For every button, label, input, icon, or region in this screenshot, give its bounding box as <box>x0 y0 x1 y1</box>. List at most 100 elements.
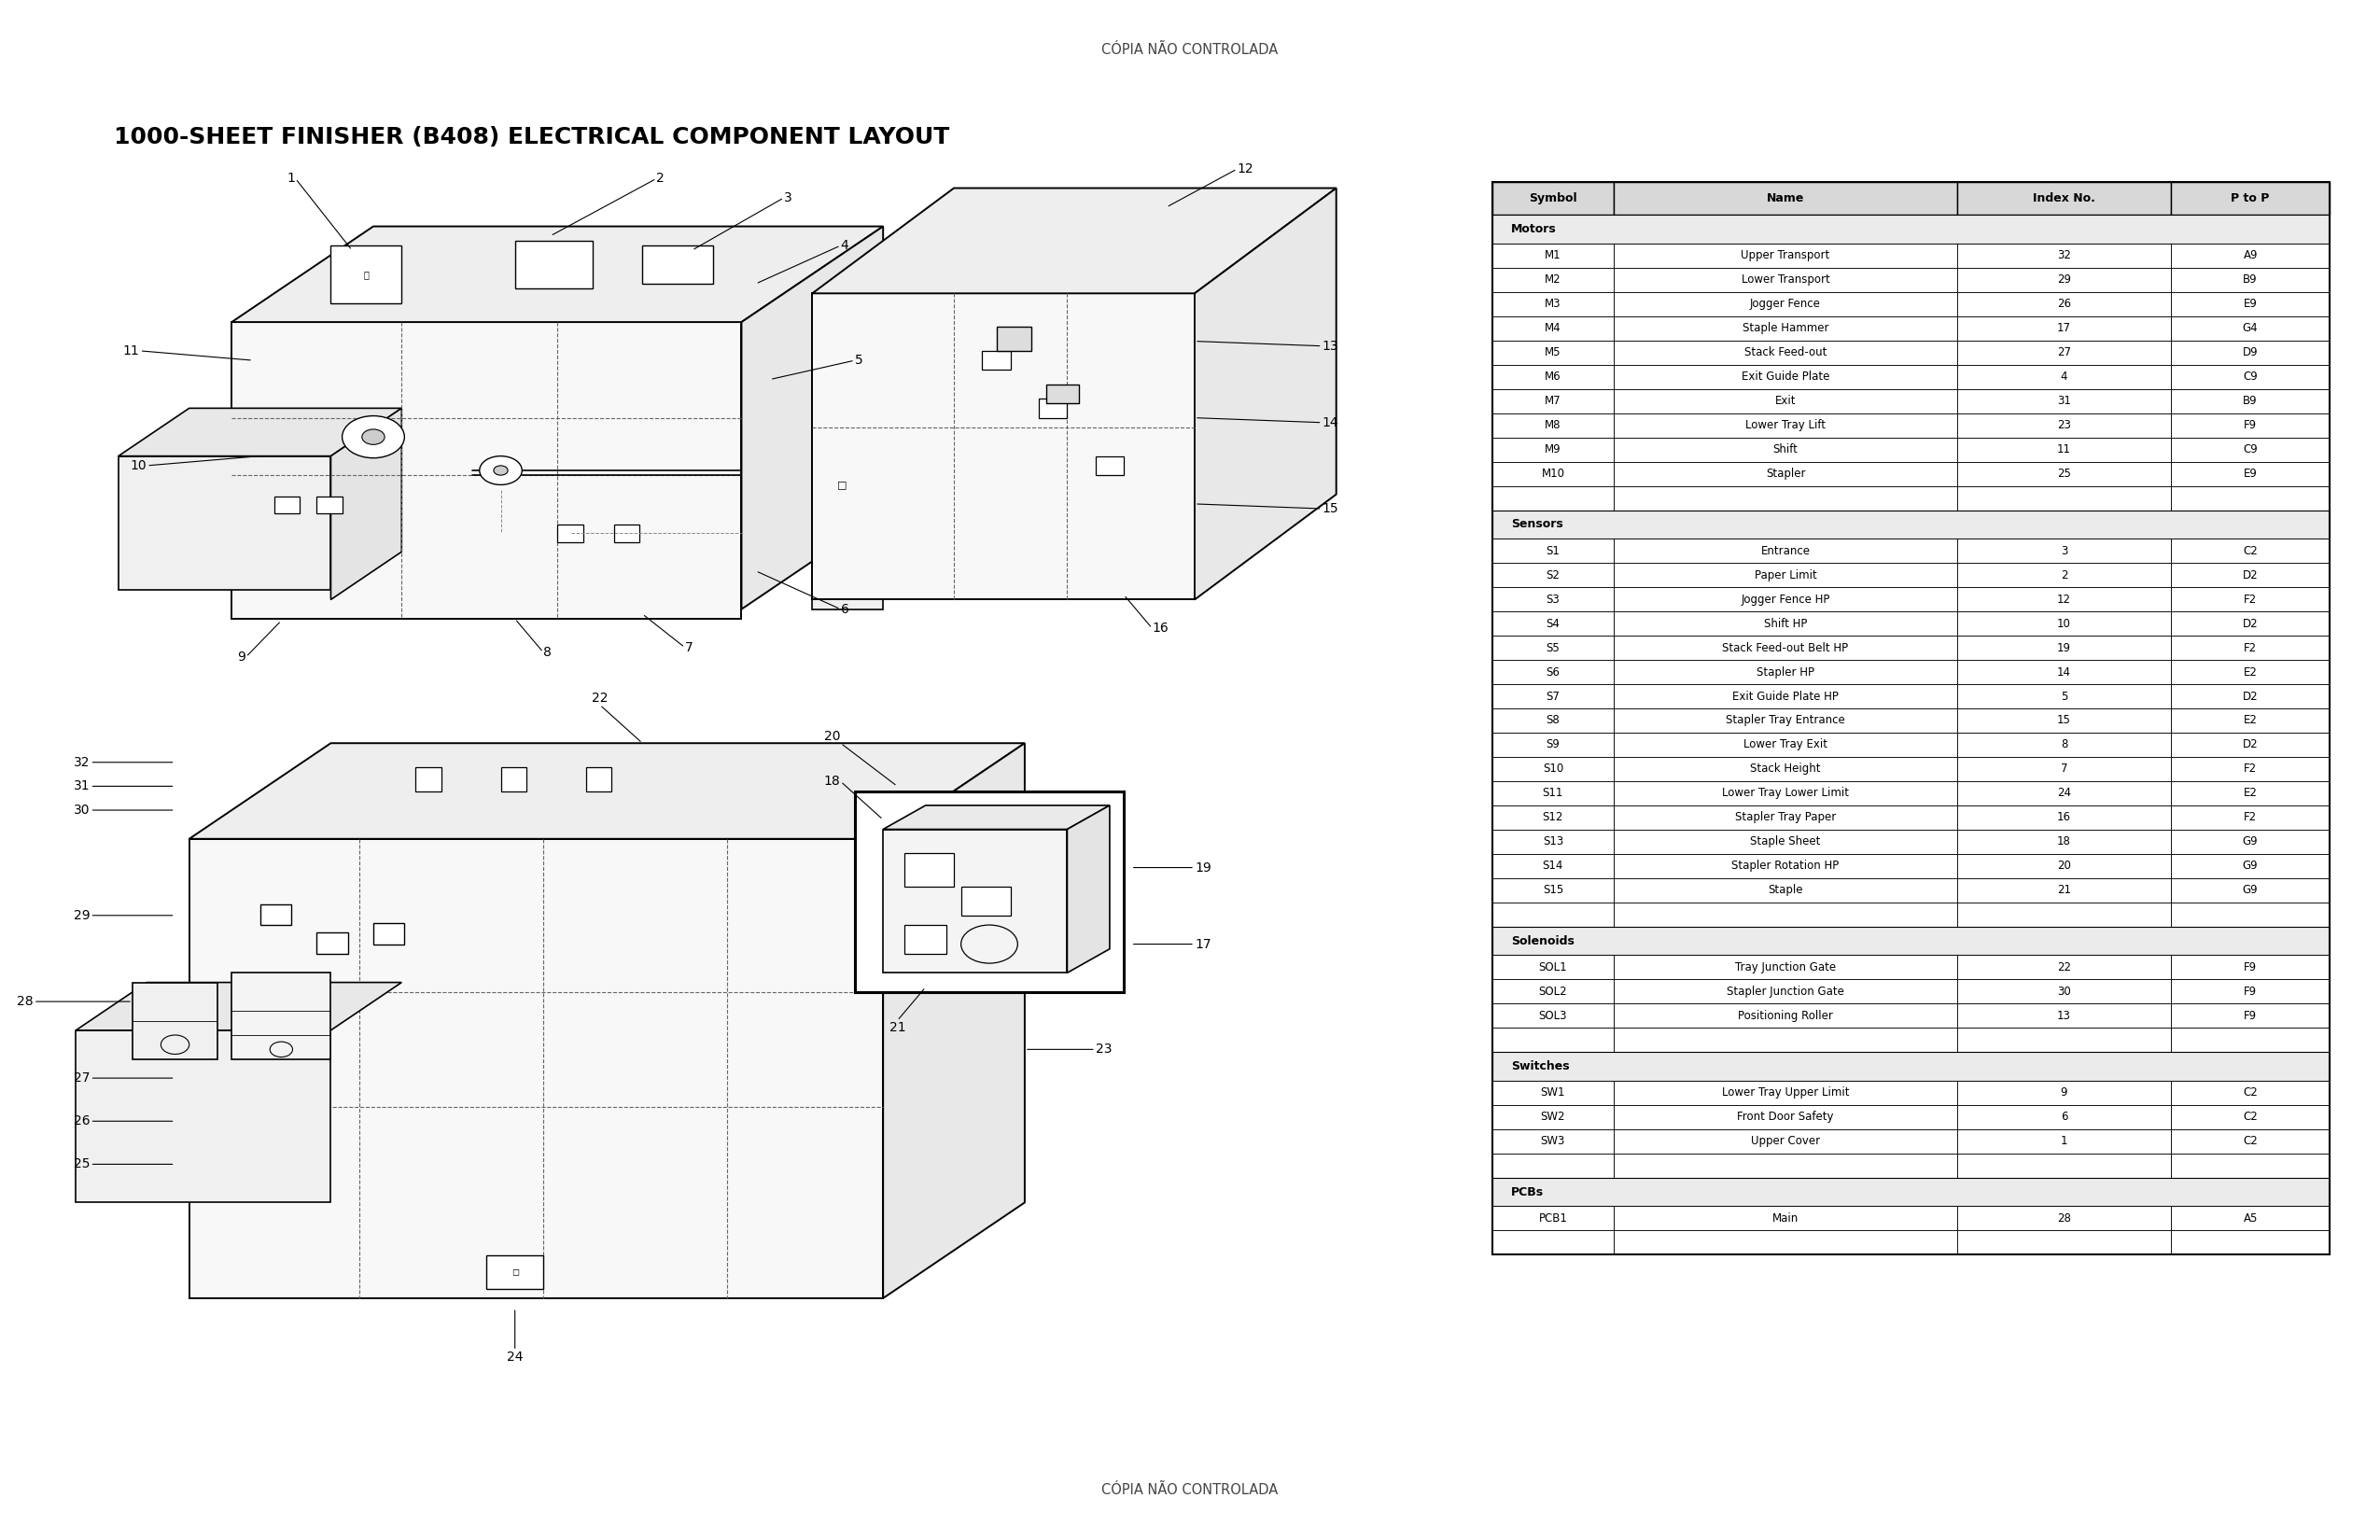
Text: Shift: Shift <box>1773 444 1797 456</box>
Text: 10: 10 <box>2056 618 2071 630</box>
Text: 14: 14 <box>1323 416 1338 430</box>
Text: 17: 17 <box>2056 322 2071 334</box>
Text: S6: S6 <box>1547 665 1559 678</box>
Circle shape <box>478 456 521 485</box>
Text: Stapler Junction Gate: Stapler Junction Gate <box>1728 986 1844 998</box>
Text: S12: S12 <box>1542 812 1564 824</box>
Text: C9: C9 <box>2242 371 2259 383</box>
Text: Lower Tray Lower Limit: Lower Tray Lower Limit <box>1723 787 1849 799</box>
Text: S9: S9 <box>1547 739 1559 752</box>
Text: 22: 22 <box>2056 961 2071 973</box>
Text: 19: 19 <box>1195 861 1211 875</box>
Polygon shape <box>743 226 883 610</box>
Text: Jogger Fence: Jogger Fence <box>1749 297 1821 310</box>
Polygon shape <box>812 322 883 610</box>
Text: PCB1: PCB1 <box>1537 1212 1568 1224</box>
Text: Staple: Staple <box>1768 884 1804 896</box>
Text: F9: F9 <box>2244 1010 2256 1023</box>
Text: Motors: Motors <box>1511 223 1557 236</box>
Text: 26: 26 <box>2056 297 2071 310</box>
Text: 16: 16 <box>1152 622 1169 634</box>
Text: S10: S10 <box>1542 762 1564 775</box>
Text: G4: G4 <box>2242 322 2259 334</box>
Text: M2: M2 <box>1545 274 1561 286</box>
Text: SOL1: SOL1 <box>1540 961 1568 973</box>
Text: CÓPIA NÃO CONTROLADA: CÓPIA NÃO CONTROLADA <box>1102 1483 1278 1497</box>
Text: Entrance: Entrance <box>1761 545 1811 557</box>
Polygon shape <box>1066 805 1109 973</box>
Text: 18: 18 <box>2056 836 2071 849</box>
Text: Stapler Tray Entrance: Stapler Tray Entrance <box>1726 715 1844 727</box>
Text: S13: S13 <box>1542 836 1564 849</box>
Text: SW3: SW3 <box>1540 1135 1566 1147</box>
Polygon shape <box>416 767 440 792</box>
Text: D2: D2 <box>2242 739 2259 752</box>
Text: ⬜: ⬜ <box>364 270 369 279</box>
Polygon shape <box>614 525 640 542</box>
Text: S2: S2 <box>1547 568 1559 581</box>
Text: □: □ <box>838 480 847 490</box>
Text: G9: G9 <box>2242 836 2259 849</box>
Text: 8: 8 <box>2061 739 2068 752</box>
Text: 31: 31 <box>2056 394 2071 407</box>
Text: SOL3: SOL3 <box>1540 1010 1568 1023</box>
Polygon shape <box>76 983 402 1030</box>
Text: Paper Limit: Paper Limit <box>1754 568 1816 581</box>
Text: 1: 1 <box>2061 1135 2068 1147</box>
Text: 15: 15 <box>2056 715 2071 727</box>
Text: B9: B9 <box>2242 394 2259 407</box>
Text: 9: 9 <box>238 650 245 664</box>
Polygon shape <box>76 1030 331 1203</box>
Text: 7: 7 <box>685 641 693 654</box>
Text: Exit Guide Plate HP: Exit Guide Plate HP <box>1733 690 1840 702</box>
Text: E9: E9 <box>2244 297 2256 310</box>
Text: 22: 22 <box>593 691 607 705</box>
Text: 9: 9 <box>2061 1087 2068 1100</box>
Text: 5: 5 <box>854 354 864 367</box>
Polygon shape <box>231 322 743 619</box>
Text: M5: M5 <box>1545 346 1561 359</box>
Text: 27: 27 <box>74 1072 90 1084</box>
Polygon shape <box>317 496 343 513</box>
Text: E2: E2 <box>2244 787 2256 799</box>
Text: 13: 13 <box>2056 1010 2071 1023</box>
Text: S15: S15 <box>1542 884 1564 896</box>
Text: M8: M8 <box>1545 419 1561 431</box>
Polygon shape <box>983 351 1012 370</box>
Polygon shape <box>500 767 526 792</box>
Polygon shape <box>1038 399 1066 417</box>
Text: A9: A9 <box>2244 249 2259 262</box>
Text: Staple Sheet: Staple Sheet <box>1749 836 1821 849</box>
Text: A5: A5 <box>2244 1212 2259 1224</box>
Polygon shape <box>119 408 402 456</box>
Text: Solenoids: Solenoids <box>1511 935 1576 947</box>
Text: C2: C2 <box>2242 545 2259 557</box>
Text: B9: B9 <box>2242 274 2259 286</box>
Text: 32: 32 <box>2056 249 2071 262</box>
Text: M4: M4 <box>1545 322 1561 334</box>
Text: 1000-SHEET FINISHER (B408) ELECTRICAL COMPONENT LAYOUT: 1000-SHEET FINISHER (B408) ELECTRICAL CO… <box>114 126 950 149</box>
Text: SOL2: SOL2 <box>1540 986 1568 998</box>
Text: Lower Tray Lift: Lower Tray Lift <box>1745 419 1825 431</box>
Text: F2: F2 <box>2244 642 2256 654</box>
Text: M9: M9 <box>1545 444 1561 456</box>
Polygon shape <box>812 188 1335 293</box>
Polygon shape <box>231 973 331 1060</box>
Text: 3: 3 <box>783 191 793 205</box>
Text: D2: D2 <box>2242 618 2259 630</box>
Text: Tray Junction Gate: Tray Junction Gate <box>1735 961 1835 973</box>
Text: F9: F9 <box>2244 986 2256 998</box>
Text: 13: 13 <box>1323 339 1338 353</box>
Polygon shape <box>962 887 1012 915</box>
Polygon shape <box>812 299 926 322</box>
Text: 14: 14 <box>2056 665 2071 678</box>
Text: Stapler: Stapler <box>1766 468 1806 480</box>
Text: CÓPIA NÃO CONTROLADA: CÓPIA NÃO CONTROLADA <box>1102 43 1278 57</box>
Text: 4: 4 <box>2061 371 2068 383</box>
Polygon shape <box>1195 188 1335 599</box>
Polygon shape <box>812 293 1195 599</box>
Text: 24: 24 <box>2056 787 2071 799</box>
Text: 29: 29 <box>2056 274 2071 286</box>
Text: D9: D9 <box>2242 346 2259 359</box>
Text: E2: E2 <box>2244 665 2256 678</box>
